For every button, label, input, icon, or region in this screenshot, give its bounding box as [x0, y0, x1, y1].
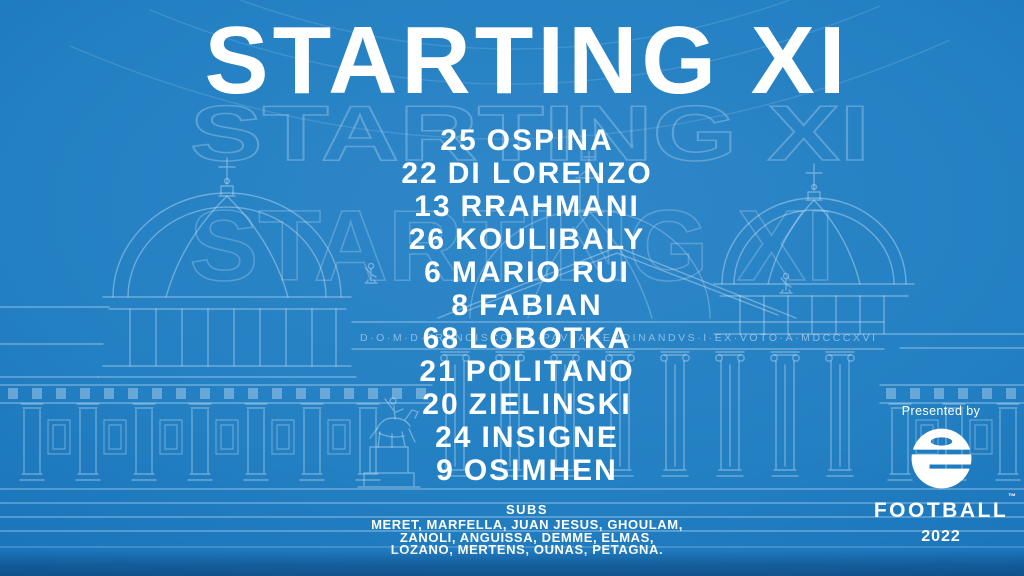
player-name: KOULIBALY — [455, 223, 646, 256]
player-row: 24 INSIGNE — [15, 421, 1024, 454]
subs-heading: SUBS — [505, 502, 549, 517]
player-number: 8 — [451, 289, 470, 322]
player-number: 68 — [422, 322, 461, 355]
year-label: 2022 — [921, 528, 961, 545]
watermark-line-2: STARTING XI — [190, 190, 835, 302]
player-row: 20 ZIELINSKI — [15, 388, 1024, 421]
player-name: OSIMHEN — [463, 454, 618, 487]
player-name: FABIAN — [479, 289, 603, 322]
player-number: 22 — [401, 157, 439, 190]
equestrian-statue-line-art — [357, 397, 421, 488]
player-row: 21 POLITANO — [15, 355, 1024, 388]
player-row: 13 RRAHMANI — [15, 190, 1024, 223]
player-row: 26 KOULIBALY — [15, 223, 1024, 256]
dentil-band — [8, 388, 1016, 399]
player-row: 25 OSPINA — [15, 124, 1024, 157]
player-name: ZIELINSKI — [468, 388, 632, 421]
player-number: 21 — [419, 355, 457, 388]
sponsor-block: Presented by FOOTBALL ™ 2022 — [868, 404, 1016, 546]
watermark-line-1: STARTING XI — [190, 89, 870, 177]
player-row: 68 LOBOTKA — [15, 322, 1024, 355]
player-row: 22 DI LORENZO — [15, 157, 1024, 190]
player-name: LOBOTKA — [469, 322, 632, 355]
player-number: 26 — [408, 223, 447, 256]
player-number: 6 — [424, 256, 443, 289]
player-name: MARIO RUI — [451, 256, 630, 289]
player-name: POLITANO — [465, 355, 635, 388]
presented-by-label: Presented by — [901, 404, 981, 418]
player-row: 9 OSIMHEN — [15, 454, 1024, 487]
player-row: 6 MARIO RUI — [15, 256, 1024, 289]
subs-line: ZANOLI, ANGUISSA, DEMME, ELMAS, — [399, 529, 655, 545]
trademark-symbol: ™ — [1008, 492, 1016, 501]
brand-row: FOOTBALL ™ — [868, 492, 1016, 523]
player-row: 8 FABIAN — [15, 289, 1024, 322]
player-number: 20 — [422, 388, 460, 421]
player-number: 24 — [435, 421, 473, 454]
brand-name: FOOTBALL — [873, 499, 1009, 522]
player-number: 13 — [414, 190, 452, 223]
page-title: STARTING XI — [204, 7, 850, 114]
player-name: DI LORENZO — [447, 157, 653, 190]
subs-line: MERET, MARFELLA, JUAN JESUS, GHOULAM, — [371, 517, 683, 532]
player-number: 25 — [440, 124, 478, 157]
player-name: OSPINA — [486, 124, 614, 157]
efootball-e-logo-icon — [911, 428, 971, 489]
starting-lineup-list: 25 OSPINA 22 DI LORENZO 13 RRAHMANI 26 KOULI… — [15, 124, 1024, 487]
player-name: RRAHMANI — [460, 190, 640, 223]
player-name: INSIGNE — [481, 421, 619, 454]
player-number: 9 — [436, 454, 455, 487]
